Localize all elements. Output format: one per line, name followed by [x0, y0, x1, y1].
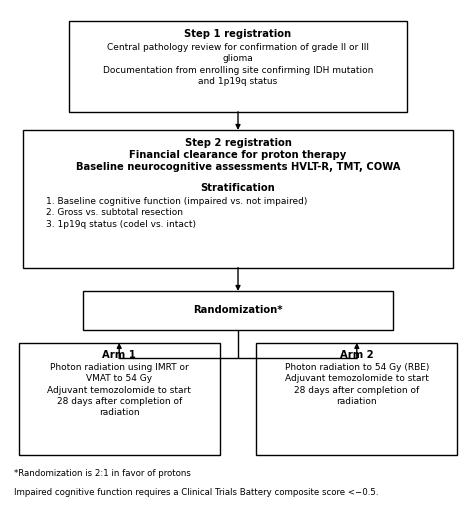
Text: and 1p19q status: and 1p19q status — [198, 77, 278, 86]
Text: Adjuvant temozolomide to start: Adjuvant temozolomide to start — [47, 385, 191, 394]
Text: 1. Baseline cognitive function (impaired vs. not impaired): 1. Baseline cognitive function (impaired… — [46, 197, 307, 206]
Text: 3. 1p19q status (codel vs. intact): 3. 1p19q status (codel vs. intact) — [46, 220, 196, 229]
Text: Impaired cognitive function requires a Clinical Trials Battery composite score <: Impaired cognitive function requires a C… — [14, 488, 378, 497]
Text: Baseline neurocognitive assessments HVLT-R, TMT, COWA: Baseline neurocognitive assessments HVLT… — [76, 162, 400, 172]
FancyBboxPatch shape — [256, 343, 457, 455]
FancyBboxPatch shape — [69, 21, 407, 112]
FancyBboxPatch shape — [23, 130, 453, 268]
Text: Step 2 registration: Step 2 registration — [185, 138, 291, 148]
Text: Arm 2: Arm 2 — [340, 350, 374, 360]
Text: radiation: radiation — [99, 408, 139, 417]
Text: 28 days after completion of: 28 days after completion of — [294, 385, 419, 394]
FancyBboxPatch shape — [19, 343, 220, 455]
Text: Adjuvant temozolomide to start: Adjuvant temozolomide to start — [285, 374, 429, 383]
Text: Photon radiation to 54 Gy (RBE): Photon radiation to 54 Gy (RBE) — [285, 363, 429, 372]
Text: Photon radiation using IMRT or: Photon radiation using IMRT or — [50, 363, 188, 372]
Text: Central pathology review for confirmation of grade II or III: Central pathology review for confirmatio… — [107, 43, 369, 52]
Text: Step 1 registration: Step 1 registration — [184, 29, 292, 39]
Text: Documentation from enrolling site confirming IDH mutation: Documentation from enrolling site confir… — [103, 66, 373, 75]
Text: Financial clearance for proton therapy: Financial clearance for proton therapy — [129, 149, 347, 160]
Text: Randomization*: Randomization* — [193, 305, 283, 315]
FancyBboxPatch shape — [83, 291, 393, 330]
Text: VMAT to 54 Gy: VMAT to 54 Gy — [86, 374, 152, 383]
Text: 2. Gross vs. subtotal resection: 2. Gross vs. subtotal resection — [46, 208, 183, 217]
Text: Arm 1: Arm 1 — [102, 350, 136, 360]
Text: glioma: glioma — [223, 54, 253, 63]
Text: 28 days after completion of: 28 days after completion of — [57, 397, 182, 406]
Text: radiation: radiation — [337, 397, 377, 406]
Text: *Randomization is 2:1 in favor of protons: *Randomization is 2:1 in favor of proton… — [14, 469, 191, 478]
Text: Stratification: Stratification — [200, 183, 276, 193]
